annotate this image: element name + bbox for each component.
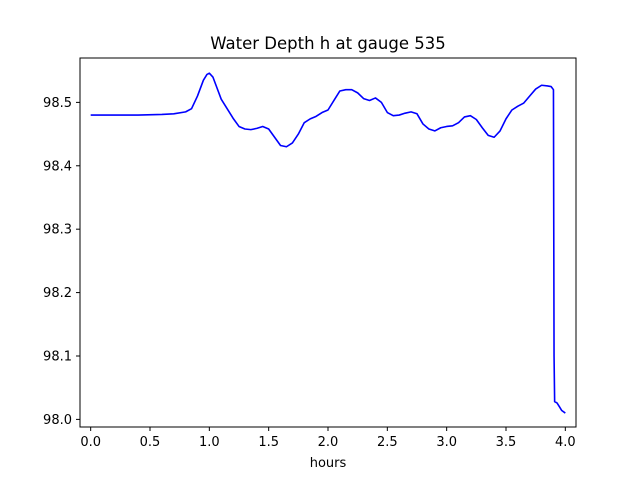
y-tick-label: 98.3 [43,223,72,238]
x-tick-label: 1.0 [199,435,220,450]
y-tick-label: 98.2 [43,286,72,301]
x-tick-label: 3.5 [496,435,517,450]
x-tick-label: 0.0 [80,435,101,450]
x-axis-label: hours [310,456,347,471]
chart-title: Water Depth h at gauge 535 [210,34,445,53]
x-tick-label: 3.0 [436,435,457,450]
y-tick-label: 98.1 [43,349,72,364]
y-tick-label: 98.5 [43,96,72,111]
x-tick-label: 1.5 [258,435,279,450]
series-line-0 [90,72,566,414]
x-tick-label: 4.0 [555,435,576,450]
y-tick-label: 98.0 [43,413,72,428]
x-tick-label: 2.0 [318,435,339,450]
plot-area: 0.0 0.5 1.0 1.5 2.0 2.5 3.0 3.5 4.0 98.0 98.1 98.2 9… [43,57,577,450]
y-tick-label: 98.4 [43,159,72,174]
x-tick-label: 0.5 [140,435,161,450]
x-tick-label: 2.5 [377,435,398,450]
